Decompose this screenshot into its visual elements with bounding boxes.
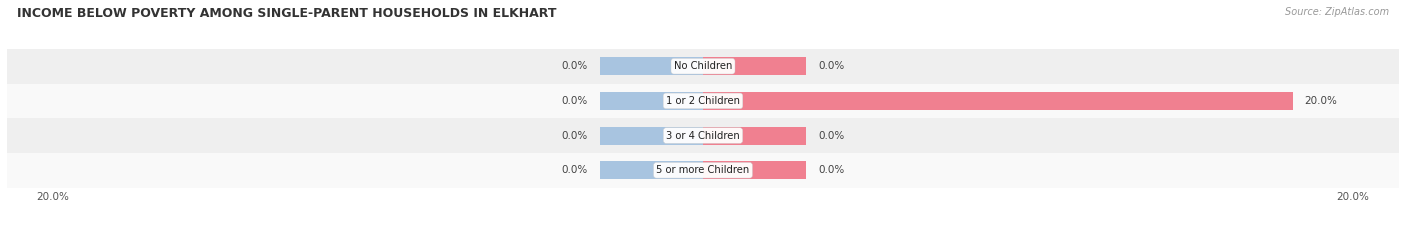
Bar [7, 84, 1399, 118]
Text: 0.0%: 0.0% [818, 165, 844, 175]
Bar [7, 153, 1399, 188]
Text: 0.0%: 0.0% [562, 96, 588, 106]
Text: 0.0%: 0.0% [562, 130, 588, 140]
Text: INCOME BELOW POVERTY AMONG SINGLE-PARENT HOUSEHOLDS IN ELKHART: INCOME BELOW POVERTY AMONG SINGLE-PARENT… [17, 7, 557, 20]
Text: 0.0%: 0.0% [818, 130, 844, 140]
Text: 0.0%: 0.0% [562, 165, 588, 175]
Bar [7, 118, 1399, 153]
Text: No Children: No Children [673, 61, 733, 71]
Bar [7, 49, 1399, 84]
Text: 0.0%: 0.0% [818, 61, 844, 71]
Text: 1 or 2 Children: 1 or 2 Children [666, 96, 740, 106]
Bar [703, 161, 806, 179]
Bar [600, 92, 703, 110]
Bar [703, 92, 1292, 110]
Bar [600, 57, 703, 75]
Bar [703, 57, 806, 75]
Bar [600, 161, 703, 179]
Text: 20.0%: 20.0% [37, 192, 69, 202]
Bar [703, 127, 806, 145]
Text: 20.0%: 20.0% [1305, 96, 1337, 106]
Text: 5 or more Children: 5 or more Children [657, 165, 749, 175]
Text: Source: ZipAtlas.com: Source: ZipAtlas.com [1285, 7, 1389, 17]
Bar [600, 127, 703, 145]
Text: 0.0%: 0.0% [562, 61, 588, 71]
Text: 20.0%: 20.0% [1337, 192, 1369, 202]
Text: 3 or 4 Children: 3 or 4 Children [666, 130, 740, 140]
